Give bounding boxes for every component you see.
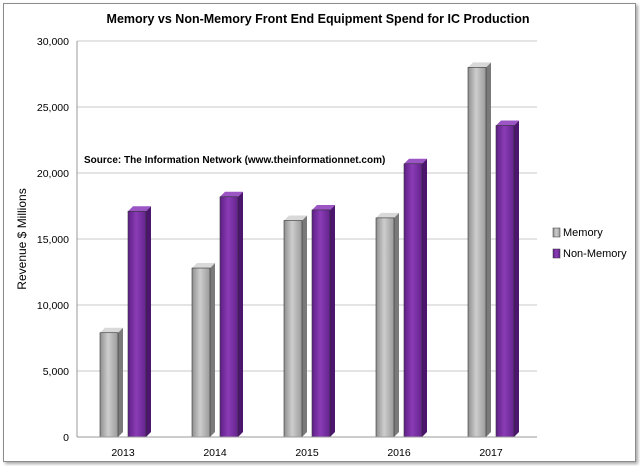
- bar-non-memory-2013: [127, 210, 147, 438]
- legend-swatch: [552, 248, 561, 259]
- bar-top-memory-2013: [100, 327, 123, 333]
- x-tick-label: 2014: [203, 447, 227, 459]
- bar-side-memory-2017: [486, 62, 491, 438]
- bar-top-memory-2014: [192, 263, 215, 269]
- bar-non-memory-2017: [495, 125, 515, 438]
- bar-non-memory-2016: [403, 163, 423, 438]
- bar-top-non-memory-2014: [220, 191, 243, 197]
- bar-top-memory-2017: [468, 62, 491, 68]
- y-tick-label: 5,000: [43, 366, 69, 378]
- legend-label: Non-Memory: [563, 248, 627, 260]
- bar-memory-2014: [191, 267, 211, 438]
- bar-memory-2017: [467, 67, 487, 438]
- bar-side-non-memory-2017: [514, 120, 519, 437]
- bar-side-memory-2014: [210, 263, 215, 437]
- bar-side-memory-2013: [118, 327, 123, 437]
- bar-memory-2015: [283, 220, 303, 438]
- bar-top-non-memory-2016: [404, 158, 427, 164]
- x-tick-label: 2017: [479, 447, 503, 459]
- legend-label: Memory: [563, 227, 603, 239]
- y-tick-label: 20,000: [37, 168, 69, 180]
- bar-top-non-memory-2015: [312, 204, 335, 210]
- y-axis-ticks: 0 5,000 10,000 15,000 20,000 25,000 30,000: [37, 36, 69, 444]
- bar-side-non-memory-2016: [422, 158, 427, 437]
- x-axis-ticks: 2013 2014 2015 2016 2017: [111, 447, 503, 459]
- y-tick-label: 0: [63, 432, 69, 444]
- x-tick-label: 2015: [295, 447, 319, 459]
- bar-top-non-memory-2017: [496, 120, 519, 126]
- bar-side-non-memory-2013: [146, 206, 151, 437]
- gridlines: [77, 40, 537, 372]
- legend-swatch: [552, 227, 561, 238]
- bar-non-memory-2014: [219, 196, 239, 438]
- y-axis-label: Revenue $ Millions: [15, 188, 29, 289]
- bar-non-memory-2015: [311, 209, 331, 438]
- chart-title: Memory vs Non-Memory Front End Equipment…: [107, 12, 530, 26]
- bars: [99, 62, 519, 438]
- bar-top-memory-2015: [284, 215, 307, 221]
- bar-side-non-memory-2015: [330, 204, 335, 437]
- y-tick-label: 10,000: [37, 300, 69, 312]
- bar-side-memory-2016: [394, 212, 399, 437]
- bar-side-memory-2015: [302, 215, 307, 437]
- bar-top-non-memory-2013: [128, 206, 151, 212]
- y-tick-label: 25,000: [37, 102, 69, 114]
- bar-side-non-memory-2014: [238, 191, 243, 437]
- bar-top-memory-2016: [376, 212, 399, 218]
- bar-memory-2013: [99, 332, 119, 438]
- source-annotation: Source: The Information Network (www.the…: [84, 155, 385, 166]
- bar-memory-2016: [375, 217, 395, 438]
- x-tick-label: 2016: [387, 447, 411, 459]
- y-tick-label: 30,000: [37, 36, 69, 48]
- y-tick-label: 15,000: [37, 234, 69, 246]
- x-tick-label: 2013: [111, 447, 135, 459]
- legend: Memory Non-Memory: [552, 227, 627, 260]
